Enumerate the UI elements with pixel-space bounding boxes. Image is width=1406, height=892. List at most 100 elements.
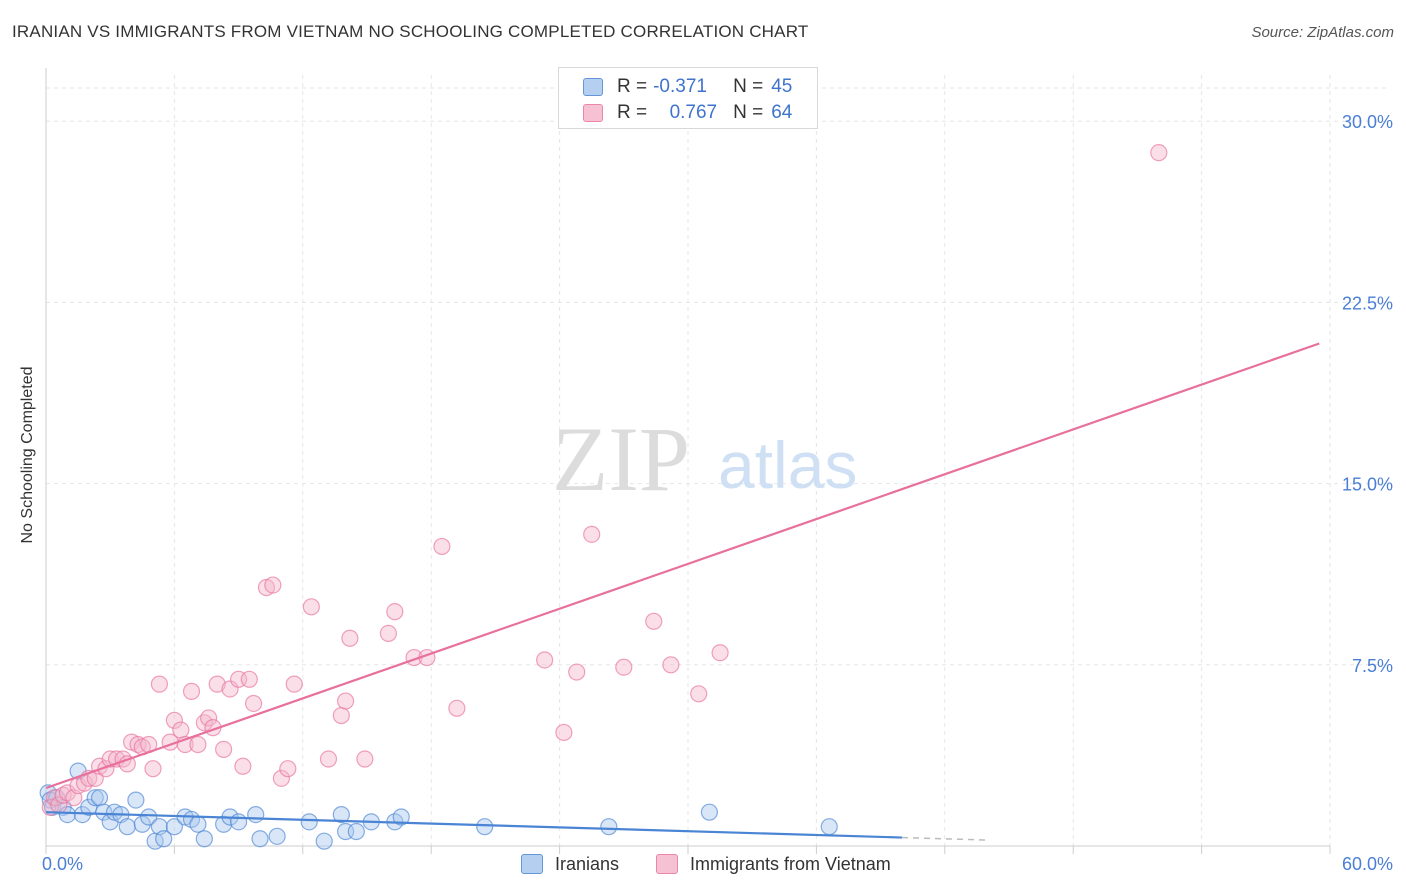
x-tick-label: 0.0% — [42, 854, 83, 874]
y-tick-label: 30.0% — [1342, 112, 1393, 132]
source-label: Source: ZipAtlas.com — [1251, 24, 1394, 41]
point-iranians — [347, 822, 365, 841]
point-iranians — [247, 805, 265, 824]
legend-label-vietnam: Immigrants from Vietnam — [690, 853, 891, 874]
watermark-atlas: atlas — [718, 428, 857, 502]
point-vietnam — [189, 735, 207, 754]
point-iranians — [195, 830, 213, 848]
legend-item-vietnam: Immigrants from Vietnam — [656, 851, 891, 877]
point-iranians — [118, 818, 136, 836]
point-iranians — [700, 803, 719, 821]
point-vietnam — [1150, 144, 1168, 162]
point-iranians — [230, 813, 248, 831]
point-vietnam — [101, 750, 119, 768]
axes — [45, 68, 1331, 854]
point-vietnam — [279, 760, 297, 778]
point-vietnam — [200, 709, 218, 727]
trend-line-iranians-extension — [901, 836, 988, 841]
legend-r-value: -0.371 — [653, 76, 707, 97]
legend-n-value: 64 — [771, 102, 793, 123]
point-vietnam — [645, 612, 663, 630]
point-iranians — [820, 818, 838, 836]
legend-swatch-vietnam — [583, 104, 603, 122]
point-vietnam — [285, 675, 303, 693]
point-iranians — [315, 832, 333, 850]
point-vietnam — [583, 525, 601, 543]
point-vietnam — [356, 750, 374, 768]
point-vietnam — [615, 658, 633, 676]
point-iranians — [251, 830, 269, 848]
legend-r-value: 0.767 — [669, 102, 718, 123]
point-iranians — [90, 789, 109, 807]
legend-item-iranians: Iranians — [521, 851, 619, 877]
point-vietnam — [568, 663, 586, 681]
legend-swatch-iranians — [521, 854, 543, 874]
point-iranians — [127, 791, 145, 809]
point-vietnam — [150, 675, 169, 693]
point-iranians — [300, 813, 318, 831]
point-vietnam — [332, 706, 350, 725]
legend-n-value: 45 — [771, 76, 793, 97]
point-vietnam — [272, 769, 290, 787]
y-tick-label: 15.0% — [1342, 475, 1393, 495]
point-vietnam — [711, 644, 729, 662]
y-tick-label: 7.5% — [1352, 656, 1393, 676]
grid-lines — [46, 75, 1390, 846]
point-vietnam — [118, 755, 136, 773]
point-vietnam — [144, 760, 162, 778]
point-vietnam — [165, 711, 183, 729]
tick-labels: 7.5% 15.0% 22.5% 30.0% 0.0% 60.0% — [42, 112, 1393, 874]
point-vietnam — [690, 685, 708, 703]
legend-swatch-iranians — [583, 78, 603, 96]
legend-r-label: R = — [617, 102, 648, 123]
point-iranians — [140, 808, 158, 826]
watermark-zip: ZIP — [552, 408, 690, 510]
point-vietnam — [215, 740, 233, 758]
trend-line-iranians — [45, 811, 903, 839]
point-vietnam — [379, 624, 397, 643]
point-iranians — [268, 827, 286, 845]
point-vietnam — [386, 603, 404, 621]
watermark: ZIP atlas — [552, 408, 857, 510]
point-vietnam — [662, 656, 680, 674]
point-vietnam — [319, 750, 338, 768]
point-iranians — [476, 818, 494, 836]
point-iranians — [58, 805, 77, 824]
correlation-legend: R = -0.371 N = 45 R = 0.767 N = 64 — [558, 67, 818, 129]
point-vietnam — [234, 757, 252, 775]
point-vietnam — [341, 629, 359, 647]
point-vietnam — [433, 537, 451, 556]
point-vietnam — [172, 721, 190, 739]
legend-n-label: N = — [733, 102, 764, 123]
legend-r-label: R = — [617, 76, 648, 97]
point-iranians — [332, 805, 350, 824]
legend-row-iranians: R = -0.371 N = 45 — [583, 76, 792, 98]
legend-label-iranians: Iranians — [555, 853, 620, 874]
trend-lines — [45, 342, 1320, 841]
point-iranians — [392, 808, 410, 826]
legend-row-vietnam: R = 0.767 N = 64 — [583, 102, 792, 124]
point-iranians — [86, 789, 104, 807]
x-tick-label: 60.0% — [1342, 854, 1393, 874]
series-vietnam — [41, 144, 1168, 816]
point-vietnam — [536, 651, 554, 669]
point-iranians — [165, 818, 183, 836]
series-iranians — [39, 762, 838, 850]
point-iranians — [600, 818, 618, 836]
point-vietnam — [208, 675, 226, 693]
point-vietnam — [244, 694, 263, 713]
legend-n-label: N = — [733, 76, 764, 97]
point-vietnam — [182, 682, 201, 700]
point-vietnam — [240, 670, 258, 688]
legend-swatch-vietnam — [656, 854, 678, 874]
point-vietnam — [555, 723, 573, 742]
point-iranians — [155, 830, 173, 848]
point-vietnam — [302, 598, 320, 616]
chart-title: IRANIAN VS IMMIGRANTS FROM VIETNAM NO SC… — [12, 22, 809, 41]
trend-line-vietnam — [45, 342, 1320, 790]
point-iranians — [189, 815, 207, 833]
point-vietnam — [337, 692, 355, 710]
point-vietnam — [264, 576, 282, 594]
point-vietnam — [448, 699, 466, 717]
